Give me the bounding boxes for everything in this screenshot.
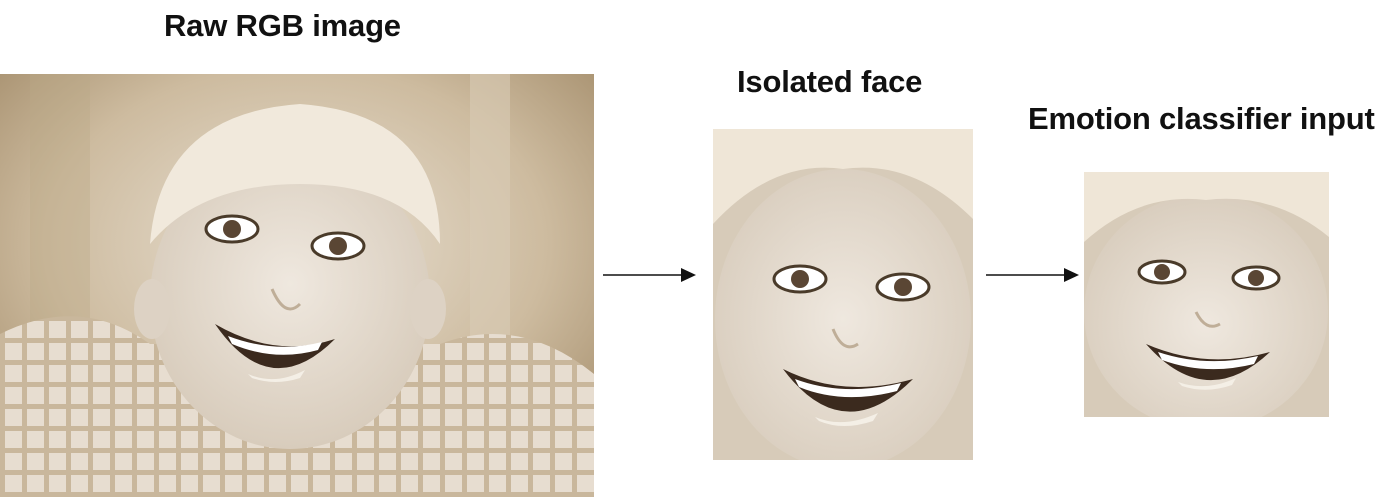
right-arrow-icon bbox=[986, 268, 1079, 282]
emotion-classifier-input-image bbox=[1084, 172, 1329, 417]
right-arrow-icon bbox=[603, 268, 696, 282]
isolated-face-image bbox=[713, 129, 973, 460]
stage-label-raw: Raw RGB image bbox=[164, 8, 401, 43]
raw-rgb-image bbox=[0, 74, 594, 497]
stage-label-isolated: Isolated face bbox=[737, 64, 923, 99]
stage-label-classifier: Emotion classifier input bbox=[1028, 101, 1375, 136]
